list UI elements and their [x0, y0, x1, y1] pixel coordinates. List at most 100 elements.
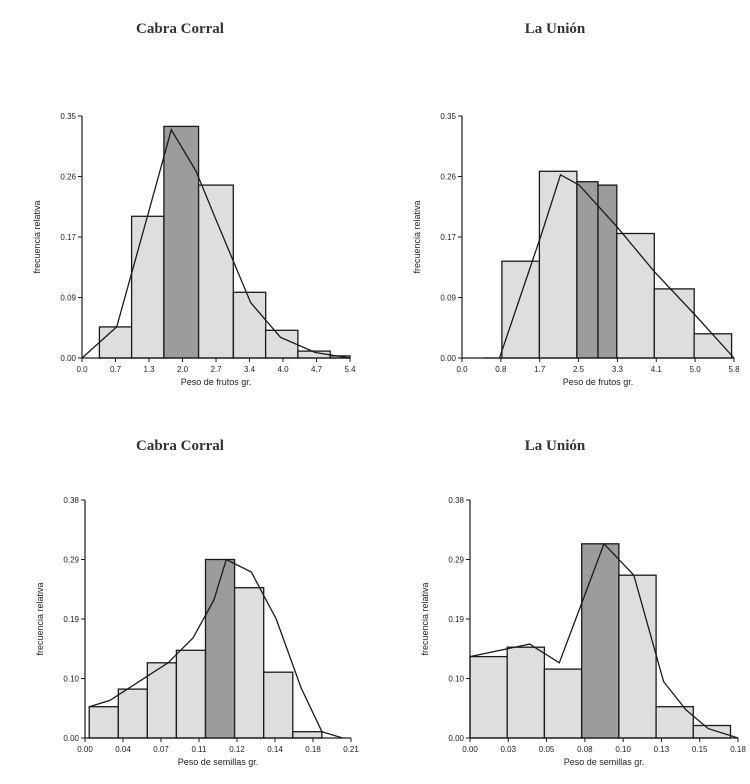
- x-tick-label: 0.11: [192, 745, 208, 754]
- y-axis-label: frecuencia relativa: [32, 200, 42, 273]
- y-tick-label: 0.00: [63, 734, 79, 743]
- histogram-bar: [501, 260, 541, 359]
- y-tick-label: 0.00: [440, 354, 456, 363]
- histogram-bar: [292, 731, 323, 739]
- frequency-polygon: [89, 558, 343, 739]
- x-tick-label: 4.7: [311, 365, 323, 374]
- x-tick-label: 0.07: [153, 745, 169, 754]
- histogram-bar: [130, 215, 165, 359]
- histogram-bar: [88, 706, 119, 739]
- histogram-bar: [543, 668, 583, 739]
- y-axis-label: frecuencia relativa: [35, 582, 45, 655]
- x-tick-label: 1.3: [143, 365, 155, 374]
- y-tick-label: 0.26: [440, 173, 456, 182]
- histogram-bar: [693, 333, 733, 359]
- histogram-bar: [232, 291, 267, 359]
- histogram-bar: [175, 649, 207, 739]
- chart-title: La Unión: [525, 21, 586, 37]
- y-tick-label: 0.26: [60, 173, 76, 182]
- x-tick-label: 0.0: [456, 365, 468, 374]
- x-tick-label: 3.3: [612, 365, 624, 374]
- chart-panel-4: La Unión 0.00 0.10 0.19 0.29 0.38 0.00 0.03 0.05…: [420, 438, 746, 767]
- y-tick-label: 0.10: [448, 675, 464, 684]
- y-tick-label: 0.38: [448, 496, 464, 505]
- x-tick-label: 0.05: [539, 745, 555, 754]
- x-tick-label: 0.8: [495, 365, 507, 374]
- x-tick-label: 2.7: [210, 365, 222, 374]
- histogram-bar: [506, 646, 546, 739]
- x-tick-label: 0.04: [115, 745, 131, 754]
- histogram-bar: [616, 232, 655, 359]
- x-axis-label: Peso de frutos gr.: [181, 377, 252, 387]
- histogram-bar: [692, 724, 732, 739]
- histogram-bar: [597, 184, 618, 359]
- x-tick-label: 0.0: [76, 365, 88, 374]
- y-tick-label: 0.19: [63, 615, 79, 624]
- histogram-bar: [197, 184, 234, 359]
- histogram-bar: [146, 662, 178, 739]
- histogram-bar: [538, 170, 578, 359]
- x-tick-label: 0.10: [615, 745, 631, 754]
- x-axis-label: Peso de semillas gr.: [564, 757, 645, 767]
- histogram-bar: [233, 587, 265, 739]
- x-tick-label: 0.21: [343, 745, 359, 754]
- x-tick-label: 0.08: [577, 745, 593, 754]
- x-tick-label: 0.15: [692, 745, 708, 754]
- x-tick-label: 0.7: [110, 365, 122, 374]
- y-tick-label: 0.00: [60, 354, 76, 363]
- x-tick-label: 2.0: [177, 365, 189, 374]
- chart-panel-2: La Unión 0.00 0.09 0.17 0.26 0.35 0.0 0.8 1.7 2.5…: [412, 21, 740, 387]
- y-axis-label: frecuencia relativa: [420, 582, 430, 655]
- x-tick-label: 0.18: [730, 745, 746, 754]
- histogram-bar: [263, 671, 294, 739]
- chart-title: La Unión: [525, 438, 586, 454]
- x-tick-label: 0.03: [500, 745, 516, 754]
- y-tick-label: 0.29: [63, 556, 79, 565]
- y-tick-label: 0.09: [440, 294, 456, 303]
- chart-title: Cabra Corral: [136, 21, 224, 37]
- histogram-bar: [204, 558, 236, 739]
- histogram-bar: [581, 543, 620, 739]
- x-axis-label: Peso de frutos gr.: [563, 377, 634, 387]
- y-tick-label: 0.17: [60, 233, 76, 242]
- y-tick-label: 0.29: [448, 556, 464, 565]
- frequency-polygon: [469, 542, 739, 739]
- x-tick-label: 5.0: [690, 365, 702, 374]
- chart-panel-1: Cabra Corral 0.00 0.09 0.17 0.26 0.35 0.0 0.7 1.…: [32, 21, 356, 387]
- x-tick-label: 0.12: [229, 745, 245, 754]
- y-axis-label: frecuencia relativa: [412, 200, 422, 273]
- histogram-bar: [576, 181, 599, 359]
- histogram-bar: [653, 288, 695, 359]
- histogram-bar: [117, 688, 149, 739]
- histogram-bar: [469, 655, 508, 739]
- chart-title: Cabra Corral: [136, 438, 224, 454]
- x-tick-label: 4.1: [651, 365, 663, 374]
- histogram-bar: [264, 329, 299, 359]
- frequency-polygon: [81, 128, 351, 359]
- frequency-polygon: [483, 173, 735, 359]
- y-tick-label: 0.38: [63, 496, 79, 505]
- y-tick-label: 0.17: [440, 233, 456, 242]
- x-axis-label: Peso de semillas gr.: [178, 757, 259, 767]
- histogram-bar: [618, 574, 657, 739]
- histogram-bar: [163, 125, 200, 359]
- y-tick-label: 0.35: [440, 112, 456, 121]
- x-tick-label: 0.00: [462, 745, 478, 754]
- y-tick-label: 0.00: [448, 734, 464, 743]
- x-tick-label: 1.7: [534, 365, 546, 374]
- histogram-bar: [98, 326, 133, 359]
- histogram-bar: [655, 706, 694, 739]
- x-tick-label: 5.4: [344, 365, 356, 374]
- y-tick-label: 0.09: [60, 294, 76, 303]
- x-tick-label: 0.18: [305, 745, 321, 754]
- chart-panel-3: Cabra Corral 0.00 0.10 0.19 0.29 0.38 0.00 0.04…: [35, 438, 359, 767]
- y-tick-label: 0.19: [448, 615, 464, 624]
- y-tick-label: 0.35: [60, 112, 76, 121]
- x-tick-label: 0.14: [267, 745, 283, 754]
- x-tick-label: 3.4: [244, 365, 256, 374]
- x-tick-label: 0.13: [654, 745, 670, 754]
- x-tick-label: 2.5: [573, 365, 585, 374]
- y-tick-label: 0.10: [63, 675, 79, 684]
- x-tick-label: 0.00: [77, 745, 93, 754]
